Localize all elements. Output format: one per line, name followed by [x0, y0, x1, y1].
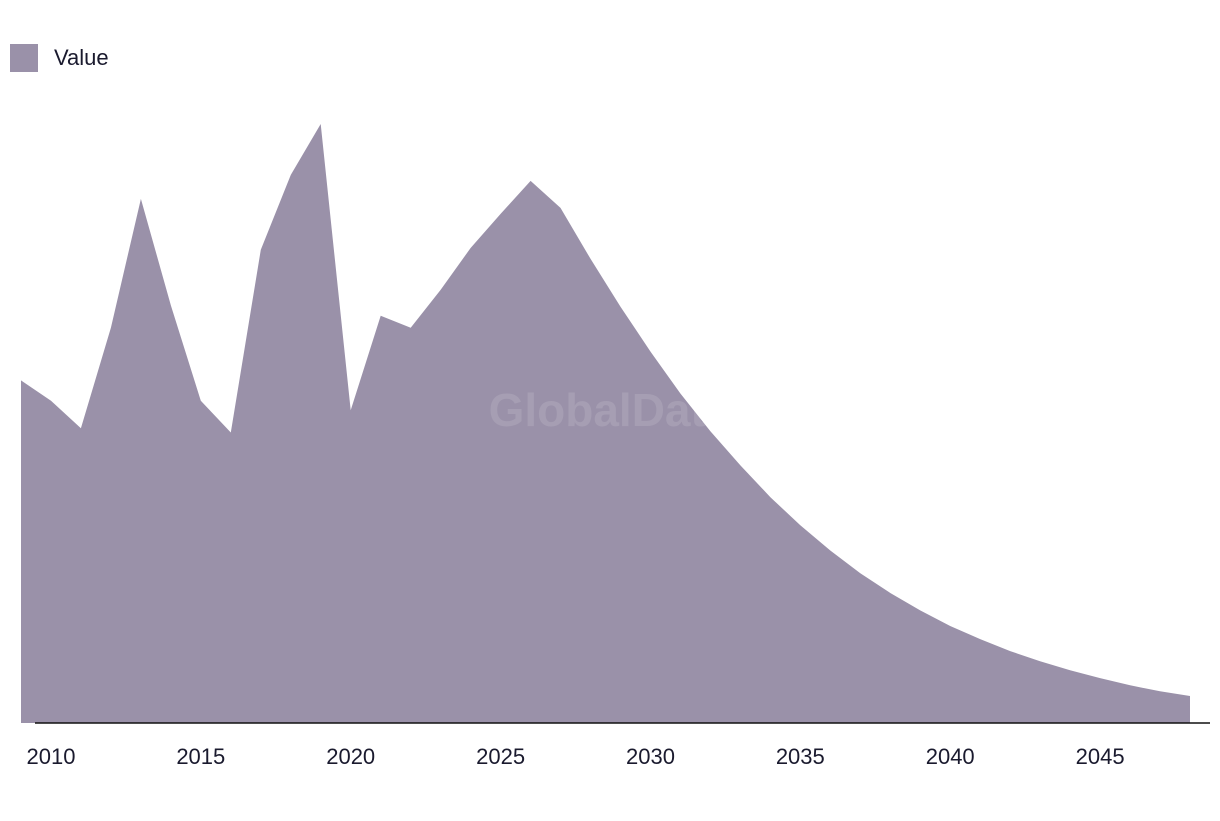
x-axis-ticks: 2010 2015 2020 2025 2030 2035 2040 2045 — [27, 744, 1125, 769]
legend-label: Value — [54, 45, 109, 70]
legend-swatch — [10, 44, 38, 72]
x-tick-label: 2010 — [27, 744, 76, 769]
x-tick-label: 2025 — [476, 744, 525, 769]
x-tick-label: 2015 — [176, 744, 225, 769]
watermark-text: GlobalData — [489, 384, 732, 436]
x-tick-label: 2040 — [926, 744, 975, 769]
x-tick-label: 2045 — [1076, 744, 1125, 769]
x-tick-label: 2020 — [326, 744, 375, 769]
x-tick-label: 2030 — [626, 744, 675, 769]
series-area-value — [21, 124, 1190, 723]
x-tick-label: 2035 — [776, 744, 825, 769]
legend: Value — [10, 44, 109, 72]
